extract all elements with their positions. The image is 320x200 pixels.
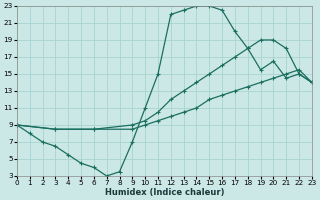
X-axis label: Humidex (Indice chaleur): Humidex (Indice chaleur) (105, 188, 224, 197)
